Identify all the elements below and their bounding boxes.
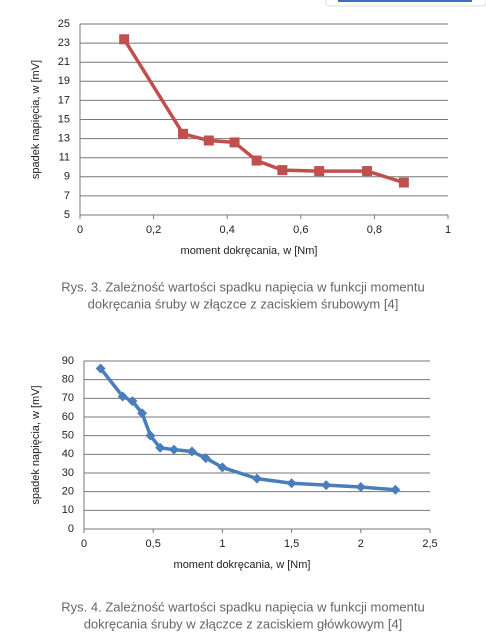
- y-tick-label: 25: [58, 18, 70, 30]
- y-tick-label: 11: [59, 152, 70, 164]
- x-axis-title: moment dokręcania, w [Nm]: [181, 245, 318, 257]
- x-tick-label: 0: [81, 538, 87, 550]
- data-point: [251, 155, 262, 166]
- data-point: [203, 135, 214, 146]
- x-tick-label: 0,5: [146, 538, 161, 550]
- x-tick-label: 1,5: [284, 538, 299, 550]
- y-tick-label: 0: [68, 523, 74, 535]
- y-tick-label: 80: [62, 374, 74, 386]
- data-point: [145, 430, 156, 441]
- figure-caption: dokręcania śruby w złączce z zaciskiem ś…: [88, 296, 399, 311]
- y-tick-label: 10: [62, 504, 74, 516]
- data-point: [217, 462, 228, 473]
- y-tick-label: 13: [58, 133, 70, 145]
- y-tick-label: 50: [62, 430, 74, 442]
- x-tick-label: 1: [445, 224, 451, 236]
- data-point: [398, 177, 409, 188]
- y-tick-label: 23: [58, 37, 70, 49]
- data-point: [314, 166, 325, 177]
- data-point: [155, 442, 166, 453]
- y-tick-label: 40: [62, 448, 74, 460]
- x-tick-label: 2: [358, 538, 364, 550]
- y-tick-label: 17: [58, 94, 70, 106]
- data-point: [286, 478, 297, 489]
- figure-caption: Rys. 3. Zależność wartości spadku napięc…: [61, 279, 424, 294]
- y-tick-label: 70: [62, 392, 74, 404]
- x-tick-label: 0,2: [146, 224, 161, 236]
- y-axis-title: spadek napięcia, w [mV]: [30, 60, 42, 179]
- data-point: [252, 473, 262, 484]
- top-tab-accent: [338, 0, 472, 2]
- data-point: [119, 34, 130, 45]
- data-point: [137, 408, 148, 419]
- data-point: [355, 482, 366, 492]
- x-tick-label: 0,6: [293, 224, 308, 236]
- data-point: [178, 128, 189, 139]
- y-tick-label: 5: [64, 209, 70, 221]
- y-tick-label: 90: [62, 355, 74, 367]
- y-tick-label: 21: [58, 56, 70, 68]
- data-line: [122, 38, 405, 185]
- y-tick-label: 60: [62, 411, 74, 423]
- y-tick-label: 9: [64, 171, 70, 183]
- x-tick-label: 0,4: [220, 224, 235, 236]
- x-tick-label: 0: [77, 224, 83, 236]
- data-point: [229, 137, 240, 148]
- data-point: [277, 165, 288, 176]
- x-axis-title: moment dokręcania, w [Nm]: [174, 559, 311, 571]
- x-tick-label: 1: [219, 538, 225, 550]
- y-tick-label: 15: [58, 113, 70, 125]
- data-point: [390, 484, 401, 495]
- y-tick-label: 7: [64, 190, 70, 202]
- figure-caption: Rys. 4. Zależność wartości spadku napięc…: [61, 599, 424, 614]
- y-tick-label: 19: [58, 75, 70, 87]
- y-axis-title: spadek napięcia, w [mV]: [30, 385, 42, 504]
- data-point: [117, 391, 128, 402]
- data-point: [200, 453, 211, 464]
- x-tick-label: 0,8: [367, 224, 382, 236]
- data-point: [127, 396, 138, 407]
- data-point: [186, 446, 197, 457]
- y-tick-label: 20: [62, 486, 74, 498]
- y-tick-label: 30: [62, 467, 74, 479]
- data-point: [168, 444, 179, 455]
- data-line: [99, 367, 396, 492]
- data-point: [95, 363, 106, 374]
- data-point: [321, 480, 332, 491]
- x-tick-label: 2,5: [422, 538, 437, 550]
- data-point: [362, 166, 373, 177]
- figure-caption: dokręcania śruby w złączce z zaciskiem g…: [84, 616, 403, 631]
